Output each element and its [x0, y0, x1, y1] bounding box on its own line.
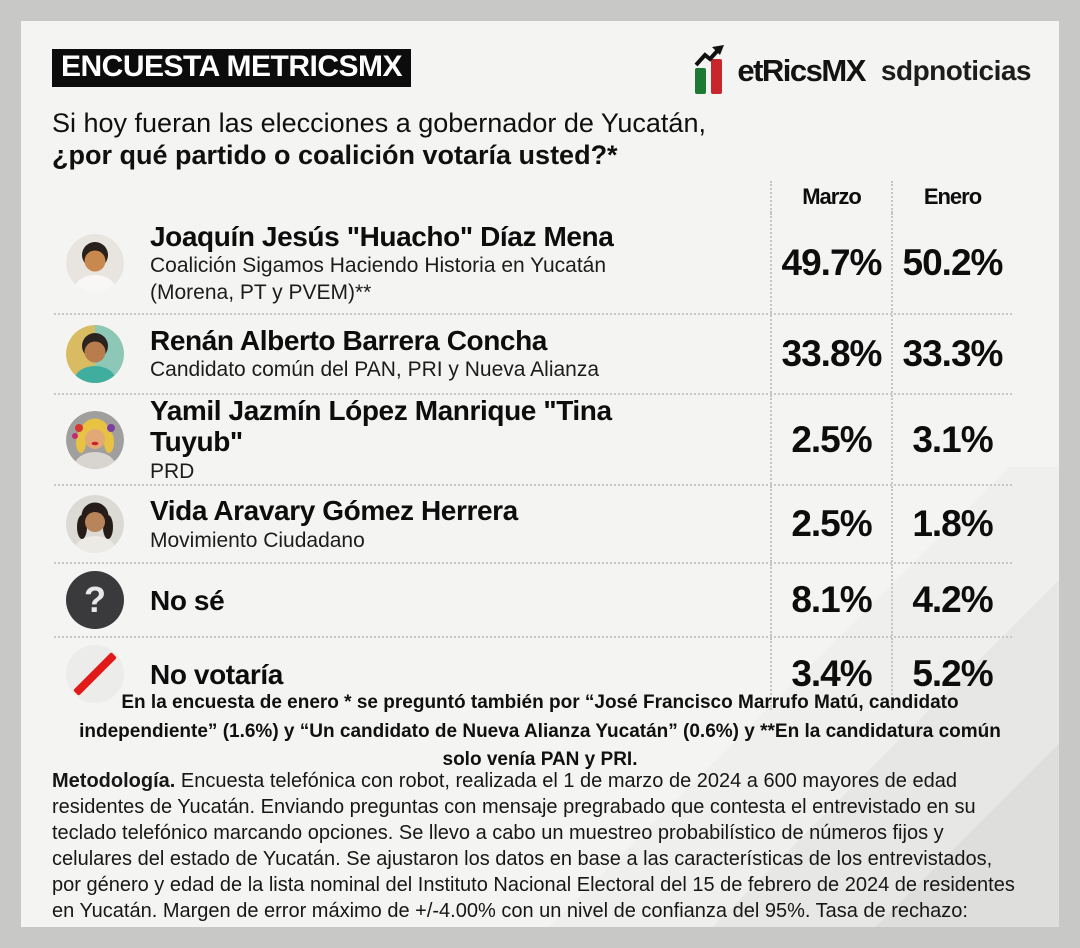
column-header-enero: Enero: [891, 181, 1012, 213]
candidate-name: Joaquín Jesús "Huacho" Díaz Mena: [150, 220, 614, 252]
value-marzo: 8.1%: [770, 564, 891, 637]
candidate-photo: [66, 495, 124, 554]
answer-label: No votaría: [150, 658, 283, 690]
candidate-name: Renán Alberto Barrera Concha: [150, 324, 547, 356]
metricsmx-logo: etRicsMX: [691, 44, 866, 98]
candidate-photo: [66, 410, 124, 469]
methodology-text: Encuesta telefónica con robot, realizada…: [52, 770, 1015, 927]
value-marzo: 33.8%: [770, 315, 891, 393]
candidate-name: Vida Aravary Gómez Herrera: [150, 495, 518, 527]
value-enero: 3.1%: [891, 395, 1012, 485]
table-row: Joaquín Jesús "Huacho" Díaz Mena Coalici…: [54, 213, 1012, 315]
value-enero: 50.2%: [891, 213, 1012, 313]
candidate-party: Movimiento Ciudadano: [150, 528, 365, 552]
poll-question-line1: Si hoy fueran las elecciones a gobernado…: [52, 108, 706, 138]
value-marzo: 49.7%: [770, 213, 891, 313]
value-enero: 5.2%: [891, 638, 1012, 711]
metricsmx-logo-icon: [694, 45, 725, 94]
candidate-party: Coalición Sigamos Haciendo Historia en Y…: [150, 253, 607, 277]
table-row: Yamil Jazmín López Manrique "Tina Tuyub"…: [54, 395, 1012, 487]
value-enero: 4.2%: [891, 564, 1012, 637]
candidate-name: Yamil Jazmín López Manrique "Tina Tuyub": [150, 395, 612, 458]
candidate-photo: [66, 325, 124, 383]
sdpnoticias-logo-text: sdpnoticias: [880, 55, 1032, 86]
candidate-party: Candidato común del PAN, PRI y Nueva Ali…: [150, 358, 600, 382]
poll-card: ENCUESTA METRICSMX etRicsMX sdpnoticias …: [21, 21, 1059, 927]
table-row: ? No sé 8.1% 4.2%: [54, 564, 1012, 639]
footnote: En la encuesta de enero * se preguntó ta…: [79, 692, 1001, 770]
candidate-party: PRD: [150, 459, 195, 483]
results-table: Marzo Enero Joaquín Jesús "Huacho" Díaz …: [54, 181, 1012, 711]
candidate-photo: [66, 234, 124, 292]
question-mark-icon: ?: [66, 571, 124, 630]
no-vote-slash-icon: [66, 645, 124, 704]
table-row: No votaría 3.4% 5.2%: [54, 638, 1012, 711]
answer-label: No sé: [150, 584, 225, 616]
column-header-marzo: Marzo: [770, 181, 891, 213]
encuesta-badge: ENCUESTA METRICSMX: [52, 49, 412, 87]
candidate-party-line2: (Morena, PT y PVEM)**: [150, 280, 372, 304]
value-marzo: 3.4%: [770, 638, 891, 711]
methodology: Metodología. Encuesta telefónica con rob…: [52, 768, 1020, 927]
table-row: Vida Aravary Gómez Herrera Movimiento Ci…: [54, 486, 1012, 565]
table-row: Renán Alberto Barrera Concha Candidato c…: [54, 315, 1012, 395]
value-enero: 33.3%: [891, 315, 1012, 393]
value-marzo: 2.5%: [770, 486, 891, 563]
value-marzo: 2.5%: [770, 395, 891, 485]
methodology-label: Metodología.: [52, 770, 176, 792]
brand-logos: etRicsMX sdpnoticias: [691, 43, 1032, 99]
poll-question: Si hoy fueran las elecciones a gobernado…: [52, 107, 706, 172]
poll-question-line2: ¿por qué partido o coalición votaría ust…: [52, 140, 618, 171]
metricsmx-logo-text: etRicsMX: [737, 53, 866, 88]
value-enero: 1.8%: [891, 486, 1012, 563]
results-table-header: Marzo Enero: [54, 181, 1012, 213]
